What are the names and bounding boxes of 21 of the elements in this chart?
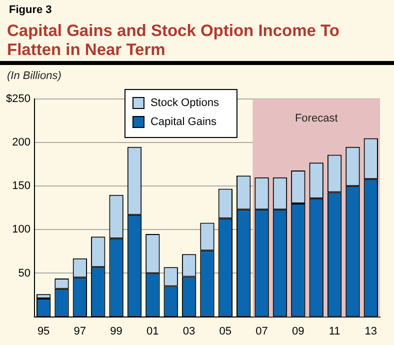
x-tick-label: 99 xyxy=(110,325,122,338)
x-tick-label: 05 xyxy=(219,325,232,338)
legend-label: Capital Gains xyxy=(150,116,218,128)
x-tick-label: 11 xyxy=(328,325,340,338)
y-tick-label: 100 xyxy=(12,224,30,236)
x-tick-label: 13 xyxy=(364,325,378,338)
y-tick-label: 50 xyxy=(18,267,30,280)
y-tick-label: 200 xyxy=(12,136,30,149)
y-tick-label: 150 xyxy=(12,180,30,192)
caption: Figure 3 xyxy=(9,4,52,16)
band-label: Forecast xyxy=(294,112,338,125)
x-tick-label: 95 xyxy=(37,325,50,338)
y-axis-title: (In Billions) xyxy=(7,70,62,82)
y-tick-label: $250 xyxy=(6,93,30,106)
legend-label: Stock Options xyxy=(150,97,220,110)
x-tick-label: 01 xyxy=(146,325,159,338)
chart-title: Capital Gains and Stock Option Income To Flatten in Near Term xyxy=(7,22,340,60)
x-tick-label: 07 xyxy=(256,325,268,338)
x-tick-label: 97 xyxy=(74,325,86,338)
x-tick-label: 03 xyxy=(182,325,196,338)
x-tick-label: 09 xyxy=(292,325,304,338)
